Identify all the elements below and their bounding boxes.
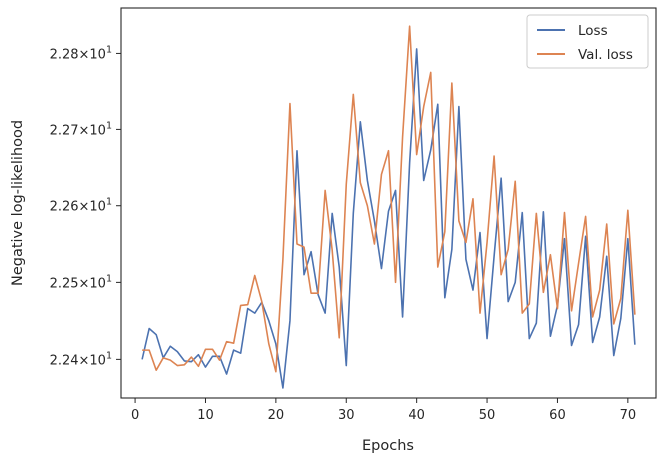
y-tick-multiplier: ×10 bbox=[79, 353, 106, 368]
series-line-val-loss bbox=[142, 25, 636, 373]
y-tick-base: 2.28 bbox=[50, 47, 79, 62]
plot-area bbox=[120, 7, 657, 399]
y-tick-exponent: 1 bbox=[106, 44, 112, 55]
series-lines bbox=[141, 25, 636, 389]
x-tick-label: 50 bbox=[479, 408, 496, 423]
y-tick-label: 2.27×101 bbox=[50, 120, 112, 138]
y-tick-base: 2.26 bbox=[50, 200, 79, 215]
x-tick-label: 10 bbox=[197, 408, 214, 423]
x-tick-label: 70 bbox=[620, 408, 637, 423]
legend-label-val-loss: Val. loss bbox=[578, 47, 633, 63]
y-tick-exponent: 1 bbox=[106, 197, 112, 208]
legend: Loss Val. loss bbox=[526, 14, 649, 69]
y-tick-exponent: 1 bbox=[106, 350, 112, 361]
x-tick-label: 0 bbox=[131, 408, 139, 423]
y-tick-label: 2.25×101 bbox=[50, 273, 112, 291]
y-tick-base: 2.24 bbox=[50, 353, 79, 368]
x-axis-ticks: 0 10 20 30 40 50 60 70 bbox=[131, 398, 636, 423]
y-tick-exponent: 1 bbox=[106, 120, 112, 131]
y-tick-label: 2.28×101 bbox=[50, 44, 112, 62]
y-tick-base: 2.25 bbox=[50, 276, 79, 291]
y-tick-base: 2.27 bbox=[50, 123, 79, 138]
y-axis-label: Negative log-likelihood bbox=[10, 120, 26, 286]
x-axis-label: Epochs bbox=[362, 438, 414, 454]
y-tick-multiplier: ×10 bbox=[79, 200, 106, 215]
series-line-loss bbox=[141, 48, 636, 389]
y-tick-multiplier: ×10 bbox=[79, 123, 106, 138]
y-tick-multiplier: ×10 bbox=[79, 47, 106, 62]
x-tick-label: 60 bbox=[549, 408, 566, 423]
x-tick-label: 40 bbox=[408, 408, 425, 423]
y-tick-multiplier: ×10 bbox=[79, 276, 106, 291]
x-tick-label: 20 bbox=[268, 408, 285, 423]
y-tick-label: 2.24×101 bbox=[50, 350, 112, 368]
y-tick-label: 2.26×101 bbox=[50, 197, 112, 215]
y-tick-exponent: 1 bbox=[106, 273, 112, 284]
legend-label-loss: Loss bbox=[578, 23, 608, 39]
x-tick-label: 30 bbox=[338, 408, 355, 423]
